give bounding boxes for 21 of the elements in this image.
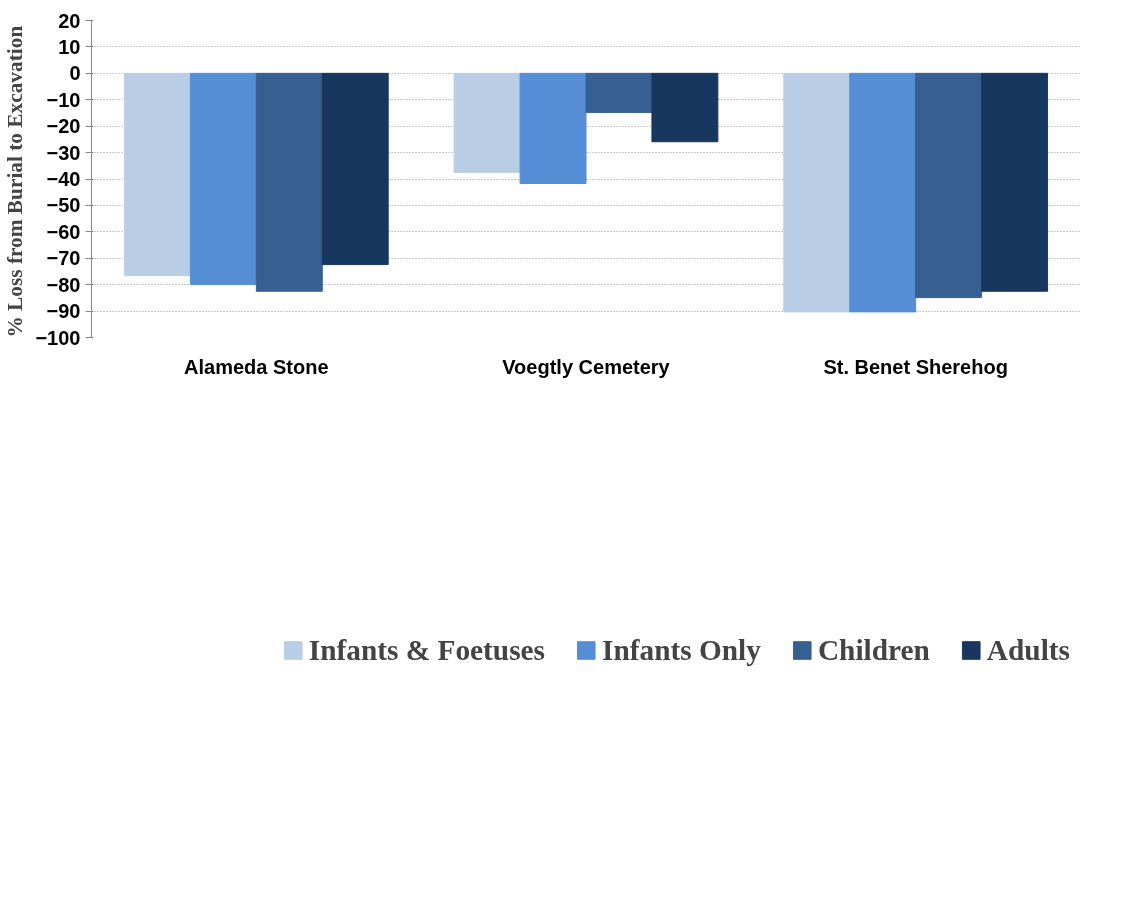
y-tick-label: −100	[35, 326, 81, 349]
y-tick-label: −40	[46, 168, 81, 190]
legend-label: Infants Only	[602, 633, 761, 667]
y-tick-label: −80	[46, 273, 81, 296]
y-tick-label: 20	[58, 9, 81, 32]
legend-label: Infants & Foetuses	[308, 633, 546, 667]
y-tick-label: −20	[46, 115, 81, 138]
x-tick-label: Alameda Stone	[184, 355, 329, 378]
legend-label: Children	[817, 633, 930, 667]
y-tick-label: −30	[46, 141, 81, 164]
y-axis-title: % Loss from Burial to Excavation	[3, 25, 28, 338]
y-tick-label: 0	[69, 62, 81, 85]
legend-label: Adults	[986, 633, 1070, 667]
y-tick-label: −90	[46, 300, 81, 323]
y-tick-label: −70	[46, 247, 81, 270]
x-tick-label: Voegtly Cemetery	[502, 355, 671, 378]
y-tick-label: 10	[58, 35, 81, 58]
y-tick-label: −10	[46, 88, 81, 111]
x-tick-label: St. Benet Sherehog	[823, 355, 1008, 378]
y-tick-label: −60	[46, 220, 81, 243]
y-tick-label: −50	[46, 194, 81, 217]
